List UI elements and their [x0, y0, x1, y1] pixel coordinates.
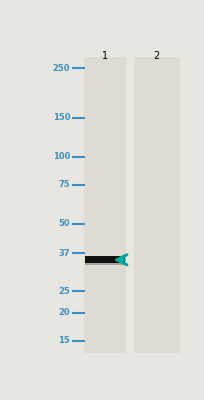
Text: 1: 1 — [102, 51, 108, 61]
Bar — [133, 57, 179, 353]
Bar — [85, 257, 124, 265]
Text: 50: 50 — [58, 220, 70, 228]
Text: 15: 15 — [58, 336, 70, 345]
Text: 250: 250 — [52, 64, 70, 72]
Text: 20: 20 — [58, 308, 70, 317]
Text: 2: 2 — [153, 51, 159, 61]
Bar — [84, 57, 125, 353]
Text: 75: 75 — [58, 180, 70, 189]
Text: 100: 100 — [52, 152, 70, 161]
Text: 25: 25 — [58, 286, 70, 296]
Text: 37: 37 — [58, 249, 70, 258]
Text: 150: 150 — [52, 113, 70, 122]
Bar — [85, 256, 124, 264]
